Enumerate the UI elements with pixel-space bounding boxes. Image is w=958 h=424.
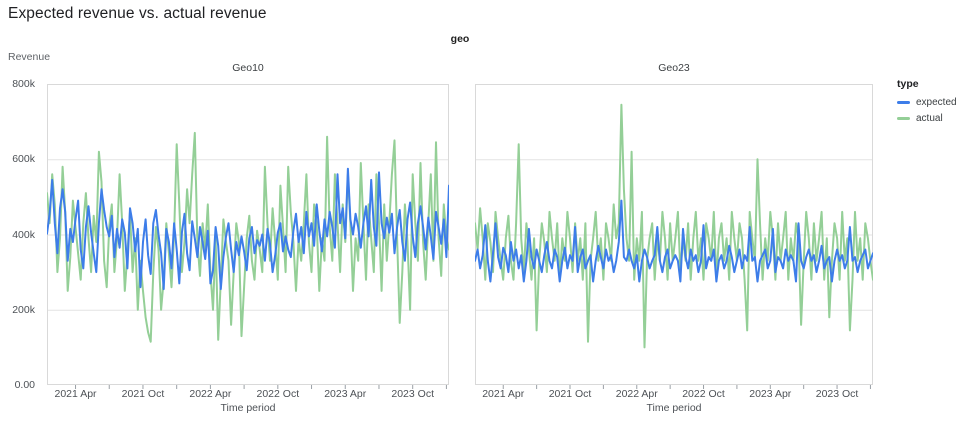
x-tick-label: 2023 Apr: [324, 388, 367, 400]
x-tick-label: 2021 Oct: [121, 388, 165, 400]
actual-series-swatch: [897, 117, 910, 120]
legend-item-actual[interactable]: actual: [897, 113, 957, 124]
x-tick-label: 2023 Apr: [749, 388, 792, 400]
x-axis-tick-labels-geo10: 2021 Apr 2021 Oct 2022 Apr 2022 Oct 2023 Apr…: [47, 388, 449, 402]
legend: type expected actual: [897, 78, 957, 124]
y-tick-label: 600k: [12, 153, 35, 166]
y-axis-tick-labels: 800k 600k 400k 200k 0.00: [0, 78, 41, 391]
y-axis-title: Revenue: [8, 51, 51, 63]
x-tick-label: 2022 Apr: [615, 388, 658, 400]
facet-field-label: geo: [450, 33, 470, 45]
expected-series-swatch: [897, 101, 910, 104]
x-axis-title-geo10: Time period: [220, 402, 276, 414]
x-tick-label: 2022 Oct: [256, 388, 300, 400]
x-tick-label: 2023 Oct: [391, 388, 434, 400]
y-tick-label: 800k: [12, 78, 35, 90]
chart-title: Expected revenue vs. actual revenue: [8, 5, 267, 22]
legend-item-actual-label: actual: [916, 113, 943, 124]
legend-title: type: [897, 78, 919, 90]
legend-item-expected-label: expected: [916, 97, 957, 108]
facet-title-geo10: Geo10: [232, 62, 264, 74]
x-tick-label: 2021 Apr: [482, 388, 525, 400]
y-tick-label: 400k: [12, 228, 35, 241]
legend-item-expected[interactable]: expected: [897, 97, 957, 108]
y-tick-label: 0.00: [14, 379, 35, 391]
x-axis-tick-labels-geo23: 2021 Apr 2021 Oct 2022 Apr 2022 Oct 2023 Apr…: [475, 388, 873, 402]
facet-chart-geo23[interactable]: [475, 84, 873, 390]
facet-chart-geo10[interactable]: [47, 84, 449, 390]
x-tick-label: 2021 Apr: [54, 388, 97, 400]
x-tick-label: 2021 Oct: [548, 388, 592, 400]
x-tick-label: 2023 Oct: [815, 388, 859, 400]
facet-title-geo23: Geo23: [658, 62, 690, 74]
x-axis-title-geo23: Time period: [646, 402, 702, 414]
x-tick-label: 2022 Oct: [682, 388, 725, 400]
y-tick-label: 200k: [12, 303, 35, 316]
x-tick-label: 2022 Apr: [189, 388, 232, 400]
